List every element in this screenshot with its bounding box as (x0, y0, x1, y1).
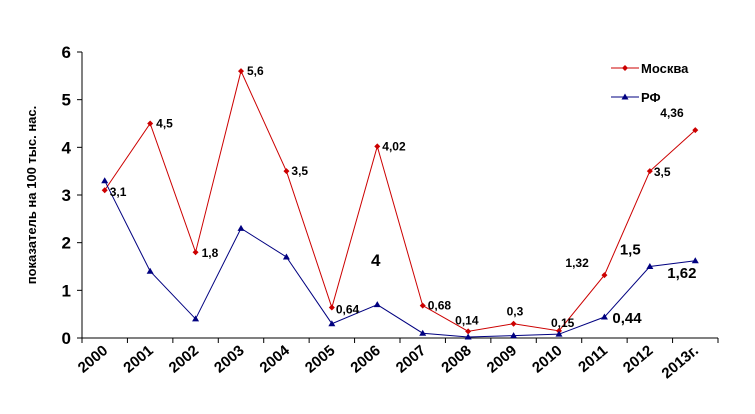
y-tick-label: 4 (62, 138, 72, 157)
data-point (283, 168, 290, 175)
x-tick-label: 2009 (484, 342, 520, 376)
data-label: 0,64 (336, 302, 360, 316)
series-line-1 (104, 69, 696, 332)
x-tick-label: 2008 (438, 342, 474, 376)
data-label: 0,3 (507, 305, 524, 319)
data-point (600, 313, 608, 320)
x-tick-label: 2013г. (659, 342, 702, 382)
data-point (555, 330, 563, 337)
data-point (464, 333, 472, 340)
data-point (238, 68, 244, 75)
data-point (192, 249, 199, 256)
data-point (282, 253, 290, 260)
data-point (419, 302, 426, 309)
annotations: 4 (371, 251, 381, 270)
legend-label: Москва (641, 61, 689, 76)
axes (77, 51, 719, 343)
series-line-2 (104, 180, 696, 338)
data-label: 1,62 (667, 265, 696, 282)
x-tick-label: 2000 (75, 342, 111, 376)
x-tick-label: 2010 (529, 342, 565, 376)
legend-label: РФ (641, 90, 661, 105)
data-point (601, 272, 608, 279)
data-label: 1,32 (565, 256, 589, 270)
data-point (328, 320, 336, 327)
data-point (374, 143, 381, 150)
data-label: 1,5 (620, 242, 641, 259)
data-point (237, 224, 245, 231)
data-label: 4,5 (156, 117, 173, 131)
data-point (147, 120, 154, 127)
data-point (101, 187, 108, 194)
x-tick-label: 2004 (257, 342, 294, 377)
data-point (192, 315, 200, 322)
data-point (510, 332, 518, 339)
data-point (328, 304, 335, 311)
data-labels: 3,1 4,5 1,8 5,6 3,5 0,64 4,02 0,680,14 0,3 0,15 1,… (110, 64, 697, 330)
data-label: 3,5 (654, 165, 671, 179)
y-axis-title: показатель на 100 тыс. нас. (24, 106, 39, 285)
data-label: 4,02 (382, 139, 406, 153)
x-tick-labels: 2000 2001 2002 2003 2004 2005 2006 2007 2008 2009… (75, 342, 702, 383)
y-tick-label: 0 (62, 329, 71, 348)
data-point (419, 329, 427, 336)
data-label: 0,44 (612, 310, 642, 327)
data-label: 0,15 (551, 316, 575, 330)
y-tick-label: 6 (62, 43, 71, 62)
data-label: 5,6 (247, 64, 264, 78)
data-label: 1,8 (202, 246, 219, 260)
data-point (146, 267, 154, 274)
y-tick-label: 5 (62, 91, 71, 110)
data-label: 0,14 (455, 313, 479, 327)
x-tick-label: 2007 (393, 342, 429, 376)
data-point (646, 168, 653, 175)
x-tick-label: 2003 (211, 342, 247, 376)
legend: Москва РФ (611, 61, 689, 105)
data-point (101, 177, 109, 184)
data-point (691, 257, 699, 264)
data-point (646, 263, 654, 269)
y-axis-title-group: показатель на 100 тыс. нас. (24, 106, 39, 285)
x-tick-label: 2012 (620, 342, 656, 376)
series-layer (101, 68, 699, 340)
x-tick-label: 2011 (575, 342, 611, 376)
data-point (465, 328, 472, 335)
y-tick-label: 3 (62, 186, 71, 205)
x-tick-label: 2005 (302, 342, 338, 376)
y-tick-label: 2 (62, 234, 71, 253)
data-label: 3,1 (110, 185, 127, 199)
data-point (692, 127, 699, 134)
data-label: 0,68 (428, 299, 452, 313)
legend-marker (621, 93, 629, 100)
x-tick-label: 2001 (120, 342, 156, 376)
y-tick-labels: 0 1 2 3 4 5 6 (62, 43, 72, 348)
data-point (373, 301, 381, 308)
legend-marker (622, 65, 628, 71)
x-tick-label: 2006 (347, 342, 383, 376)
x-tick-label: 2002 (166, 342, 202, 376)
data-label: 4,36 (660, 106, 684, 120)
data-point (510, 320, 517, 327)
annotation-text: 4 (371, 251, 381, 270)
y-tick-label: 1 (62, 281, 71, 300)
data-label: 3,5 (291, 164, 308, 178)
